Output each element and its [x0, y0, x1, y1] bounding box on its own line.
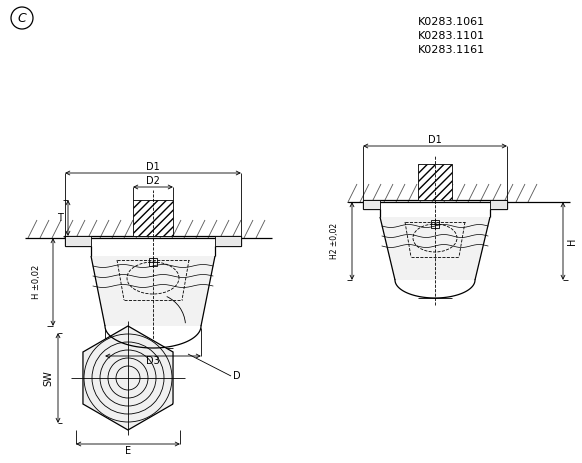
- Text: K0283.1161: K0283.1161: [418, 45, 485, 55]
- Text: D2: D2: [146, 176, 160, 186]
- Polygon shape: [348, 182, 570, 202]
- Polygon shape: [83, 326, 173, 430]
- Text: T: T: [57, 213, 63, 223]
- Text: H2 ±0,02: H2 ±0,02: [331, 223, 339, 259]
- Text: SW: SW: [43, 370, 53, 386]
- Polygon shape: [91, 256, 215, 326]
- Polygon shape: [490, 200, 507, 209]
- Text: D3: D3: [146, 356, 160, 366]
- Polygon shape: [363, 200, 380, 209]
- Text: H: H: [567, 238, 577, 244]
- Text: H ±0,02: H ±0,02: [33, 265, 41, 299]
- Polygon shape: [133, 200, 173, 236]
- Polygon shape: [65, 236, 91, 246]
- Polygon shape: [25, 218, 272, 238]
- Bar: [431, 220, 439, 228]
- Text: D1: D1: [146, 162, 160, 172]
- Polygon shape: [418, 164, 452, 200]
- Bar: [149, 258, 157, 266]
- Text: D1: D1: [428, 135, 442, 145]
- Text: D: D: [233, 371, 241, 381]
- Text: K0283.1061: K0283.1061: [418, 17, 485, 27]
- Polygon shape: [380, 217, 490, 280]
- Text: K0283.1101: K0283.1101: [418, 31, 485, 41]
- Text: E: E: [125, 446, 131, 456]
- Text: C: C: [17, 12, 26, 25]
- Polygon shape: [215, 236, 241, 246]
